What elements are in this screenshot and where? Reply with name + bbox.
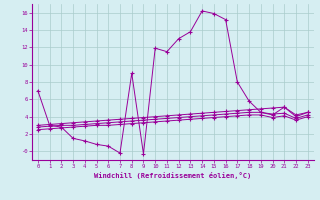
X-axis label: Windchill (Refroidissement éolien,°C): Windchill (Refroidissement éolien,°C)	[94, 172, 252, 179]
